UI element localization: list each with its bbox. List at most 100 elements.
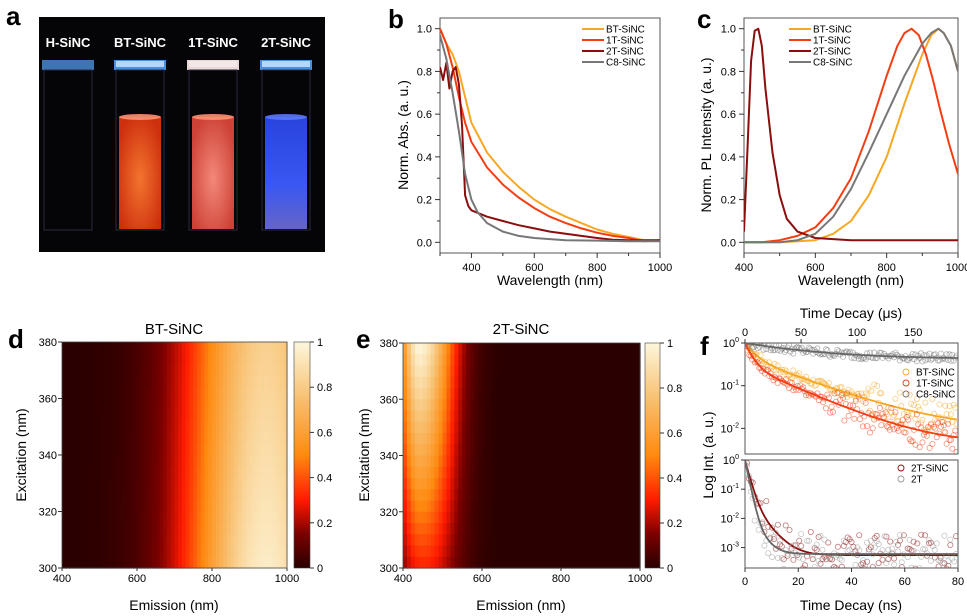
heatmap-cell	[466, 365, 471, 378]
colorbar-tick-label: 0.8	[667, 383, 682, 395]
heatmap-cell	[497, 343, 503, 355]
heatmap-cell	[189, 342, 194, 354]
heatmap-cell	[167, 500, 172, 513]
heatmap-cell	[604, 433, 609, 445]
heatmap-cell	[414, 489, 420, 502]
heatmap-cell	[580, 545, 586, 558]
data-point	[913, 396, 920, 403]
heatmap-cell	[92, 522, 97, 535]
heatmap-cell	[129, 455, 134, 467]
heatmap-cell	[517, 343, 523, 355]
heatmap-cell	[260, 477, 266, 490]
heatmap-cell	[533, 433, 538, 445]
heatmap-cell	[62, 477, 67, 490]
heatmap-cell	[215, 421, 221, 433]
heatmap-cell	[65, 398, 71, 411]
heatmap-cell	[497, 433, 503, 445]
heatmap-cell	[69, 375, 74, 388]
heatmap-cell	[163, 387, 168, 400]
colorbar-tick-label: 0.6	[667, 428, 682, 440]
heatmap-cell	[430, 365, 436, 378]
heatmap-cell	[204, 488, 209, 501]
heatmap-cell	[77, 488, 82, 501]
series-line-1t-sinc	[440, 28, 660, 243]
heatmap-cell	[426, 376, 432, 389]
heatmap-cell	[493, 421, 499, 434]
heatmap-cell	[163, 511, 168, 524]
heatmap-cell	[462, 545, 467, 558]
heatmap-cell	[182, 511, 187, 524]
heatmap-cell	[474, 343, 479, 355]
heatmap-cell	[189, 455, 194, 467]
colorbar-tick-label: 0.6	[317, 427, 332, 439]
heatmap-cell	[272, 375, 277, 388]
heatmap-cell	[501, 556, 507, 569]
heatmap-cell	[65, 364, 71, 377]
data-point	[900, 532, 907, 539]
data-point	[874, 411, 881, 418]
heatmap-cell	[406, 511, 412, 524]
heatmap-cell	[62, 432, 67, 445]
heatmap-cell	[208, 556, 213, 569]
heatmap-cell	[470, 500, 475, 513]
heatmap-cell	[426, 388, 432, 400]
heatmap-cell	[576, 444, 582, 457]
heatmap-cell	[107, 443, 112, 456]
heatmap-cell	[200, 432, 206, 445]
heatmap-cell	[107, 466, 112, 479]
heatmap-cell	[493, 354, 499, 367]
heatmap-cell	[489, 455, 495, 468]
heatmap-cell	[208, 421, 213, 433]
heatmap-cell	[212, 455, 217, 467]
heatmap-cell	[62, 455, 67, 467]
heatmap-cell	[245, 534, 251, 546]
heatmap-cell	[600, 556, 606, 569]
heatmap-cell	[517, 523, 523, 535]
heatmap-cell	[227, 421, 232, 433]
heatmap-cell	[580, 343, 586, 355]
heatmap-cell	[242, 375, 247, 388]
heatmap-cell	[517, 455, 523, 468]
heatmap-cell	[249, 421, 254, 433]
heatmap-cell	[219, 455, 224, 467]
heatmap-cell	[268, 477, 273, 490]
heatmap-cell	[230, 421, 236, 433]
heatmap-cell	[200, 353, 206, 366]
heatmap-cell	[77, 477, 82, 490]
heatmap-cell	[517, 354, 523, 367]
heatmap-cell	[122, 556, 127, 569]
heatmap-cell	[62, 342, 67, 354]
heatmap-cell	[482, 466, 487, 479]
heatmap-cell	[422, 376, 428, 389]
heatmap-cell	[596, 556, 602, 569]
heatmap-cell	[178, 511, 183, 524]
heatmap-cell	[137, 421, 142, 433]
heatmap-cell	[568, 534, 574, 547]
heatmap-cell	[92, 466, 97, 479]
heatmap-cell	[442, 478, 448, 490]
heatmap-cell	[564, 511, 570, 524]
heatmap-cell	[110, 500, 116, 513]
heatmap-cell	[230, 364, 236, 377]
heatmap-cell	[200, 375, 206, 388]
heatmap-cell	[167, 342, 172, 354]
x-tick-label: 600	[473, 573, 491, 585]
heatmap-cell	[208, 364, 213, 377]
heatmap-cell	[260, 511, 266, 524]
heatmap-cell	[137, 455, 142, 467]
data-point	[856, 547, 863, 554]
heatmap-cell	[212, 443, 217, 456]
heatmap-cell	[541, 523, 546, 535]
heatmap-cell	[418, 354, 424, 367]
heatmap-cell	[249, 364, 254, 377]
heatmap-cell	[430, 556, 436, 569]
heatmap-cell	[450, 478, 455, 490]
heatmap-cell	[418, 556, 424, 569]
heatmap-cell	[406, 489, 412, 502]
heatmap-cell	[410, 455, 416, 468]
data-point	[864, 422, 871, 429]
heatmap-cell	[92, 477, 97, 490]
heatmap-cell	[230, 375, 236, 388]
heatmap-cell	[513, 354, 519, 367]
heatmap-cell	[92, 443, 97, 456]
